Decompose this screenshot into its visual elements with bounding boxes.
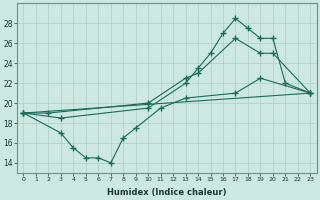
X-axis label: Humidex (Indice chaleur): Humidex (Indice chaleur) — [107, 188, 227, 197]
